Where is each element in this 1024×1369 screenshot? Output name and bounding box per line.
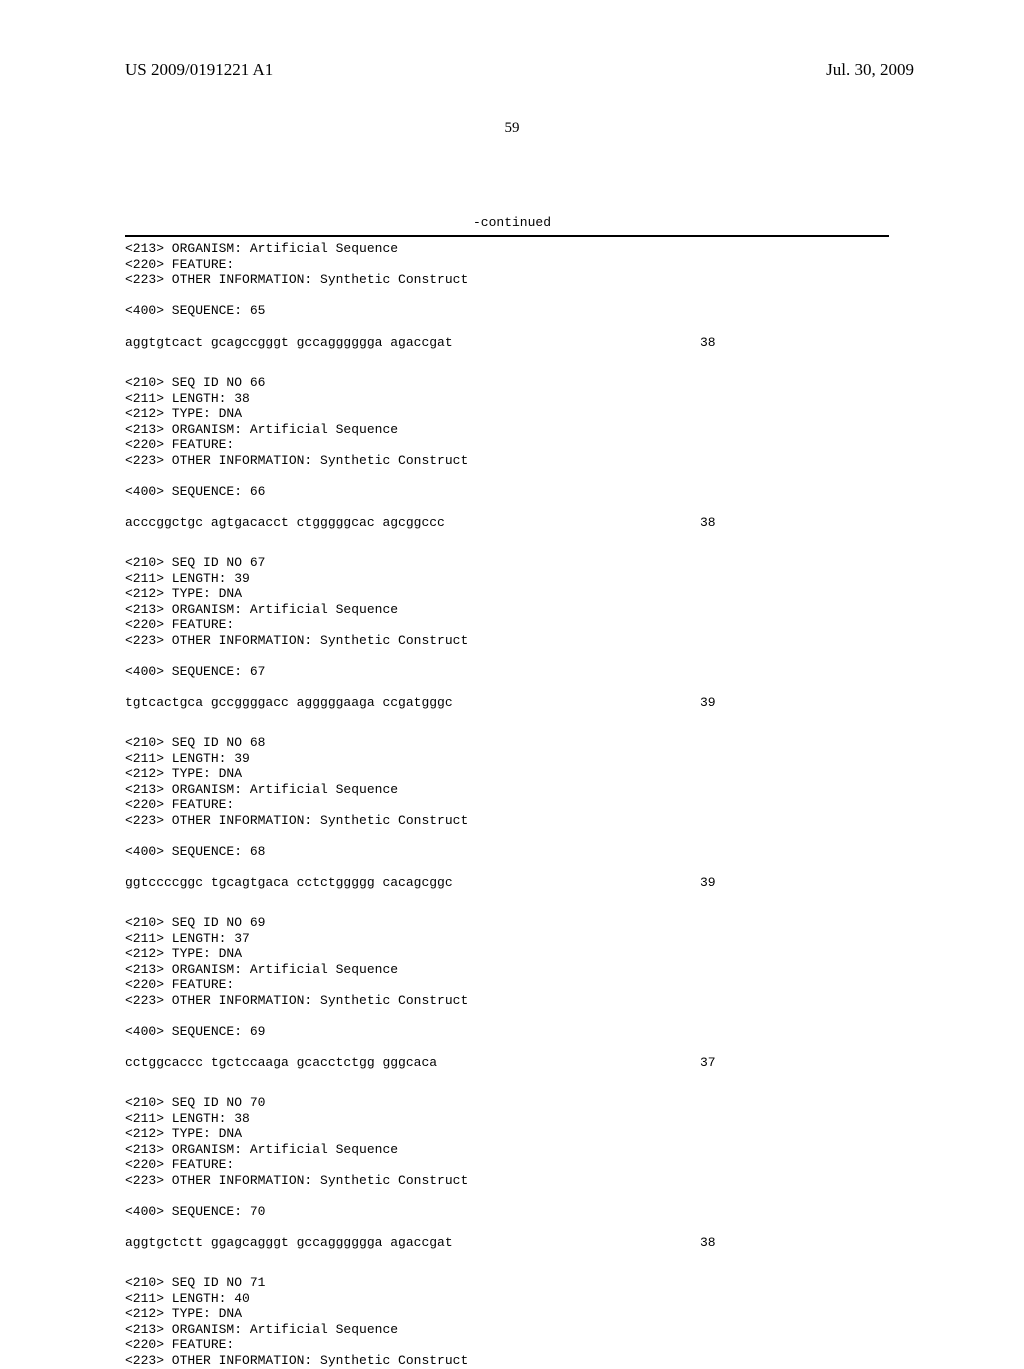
sequence-block: <210> SEQ ID NO 69 <211> LENGTH: 37 <212… — [125, 915, 468, 1071]
sequence-length-number: 38 — [700, 335, 716, 350]
sequence-block: <210> SEQ ID NO 66 <211> LENGTH: 38 <212… — [125, 375, 468, 531]
page-number: 59 — [0, 120, 1024, 137]
sequence-length-number: 37 — [700, 1055, 716, 1070]
sequence-block: <210> SEQ ID NO 68 <211> LENGTH: 39 <212… — [125, 735, 468, 891]
publication-number: US 2009/0191221 A1 — [125, 60, 273, 80]
sequence-block: <213> ORGANISM: Artificial Sequence <220… — [125, 241, 468, 350]
sequence-length-number: 39 — [700, 695, 716, 710]
continued-label: -continued — [0, 215, 1024, 230]
page-header: US 2009/0191221 A1 Jul. 30, 2009 — [0, 60, 1024, 80]
horizontal-rule — [125, 235, 889, 237]
publication-date: Jul. 30, 2009 — [826, 60, 914, 80]
sequence-block: <210> SEQ ID NO 71 <211> LENGTH: 40 <212… — [125, 1275, 468, 1369]
sequence-length-number: 39 — [700, 875, 716, 890]
sequence-length-number: 38 — [700, 515, 716, 530]
sequence-length-number: 38 — [700, 1235, 716, 1250]
sequence-block: <210> SEQ ID NO 70 <211> LENGTH: 38 <212… — [125, 1095, 468, 1251]
sequence-block: <210> SEQ ID NO 67 <211> LENGTH: 39 <212… — [125, 555, 468, 711]
